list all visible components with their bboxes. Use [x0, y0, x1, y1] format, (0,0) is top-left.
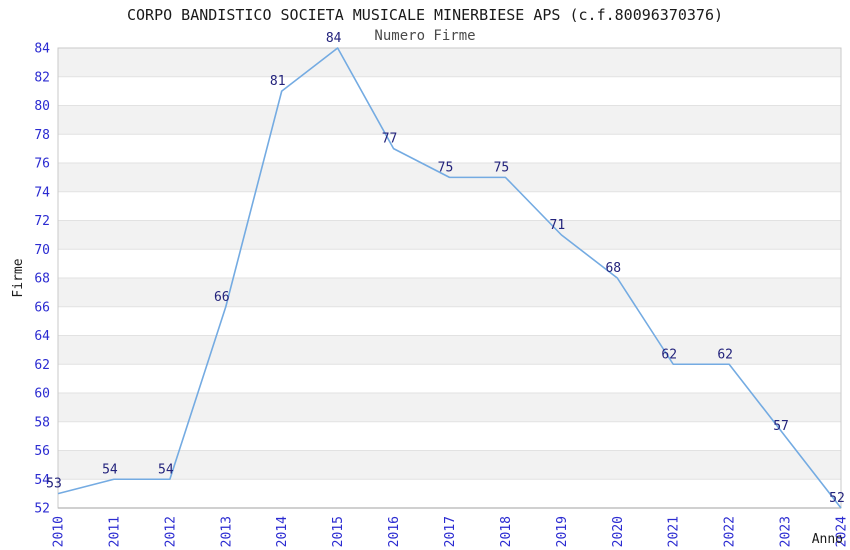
data-point-label: 54: [158, 462, 174, 477]
data-point-label: 62: [661, 347, 677, 362]
y-tick-label: 60: [34, 387, 50, 402]
x-tick-label: 2021: [667, 516, 682, 547]
data-point-label: 77: [382, 132, 398, 147]
y-tick-label: 80: [34, 99, 50, 114]
y-tick-label: 84: [34, 42, 50, 57]
x-tick-label: 2019: [555, 516, 570, 547]
y-tick-label: 56: [34, 444, 50, 459]
y-tick-label: 64: [34, 329, 50, 344]
y-tick-label: 82: [34, 70, 50, 85]
x-tick-label: 2015: [331, 516, 346, 547]
y-tick-label: 74: [34, 185, 50, 200]
grid-band: [58, 105, 841, 135]
grid-band: [58, 450, 841, 480]
data-point-label: 57: [773, 419, 789, 434]
grid-band: [58, 278, 841, 307]
data-point-label: 68: [605, 261, 621, 276]
x-tick-label: 2024: [835, 516, 850, 547]
chart-title: CORPO BANDISTICO SOCIETA MUSICALE MINERB…: [126, 6, 724, 24]
y-tick-label: 58: [34, 415, 50, 430]
data-point-label: 62: [717, 347, 733, 362]
x-tick-label: 2020: [611, 516, 626, 547]
y-tick-label: 76: [34, 157, 50, 172]
grid-band: [58, 48, 841, 77]
x-tick-label: 2016: [387, 516, 402, 547]
data-point-label: 66: [214, 290, 230, 305]
data-point-label: 52: [829, 491, 845, 506]
x-tick-label: 2017: [443, 516, 458, 547]
data-point-label: 54: [102, 462, 118, 477]
grid-band: [58, 393, 841, 422]
data-point-label: 75: [494, 160, 510, 175]
x-tick-label: 2022: [723, 516, 738, 547]
y-tick-label: 66: [34, 300, 50, 315]
y-axis-title: Firme: [11, 258, 26, 297]
data-point-label: 75: [438, 160, 454, 175]
y-tick-label: 68: [34, 272, 50, 287]
y-tick-label: 70: [34, 243, 50, 258]
y-tick-label: 62: [34, 358, 50, 373]
data-point-label: 81: [270, 74, 286, 89]
x-axis-title: Anno: [812, 532, 843, 547]
y-tick-label: 72: [34, 214, 50, 229]
x-tick-label: 2010: [52, 516, 67, 547]
data-point-label: 71: [550, 218, 566, 233]
y-tick-label: 78: [34, 128, 50, 143]
grid-band: [58, 335, 841, 365]
x-tick-label: 2011: [107, 516, 122, 547]
x-tick-label: 2013: [219, 516, 234, 547]
data-point-label: 84: [326, 31, 342, 46]
chart-subtitle: Numero Firme: [374, 28, 476, 44]
y-tick-label: 54: [34, 473, 50, 488]
series-line: [57, 47, 842, 509]
y-tick-label: 52: [34, 502, 50, 517]
grid-band: [58, 220, 841, 250]
x-tick-label: 2012: [163, 516, 178, 547]
x-tick-label: 2023: [779, 516, 794, 547]
data-point-label: 53: [46, 477, 62, 492]
x-tick-label: 2018: [499, 516, 514, 547]
x-tick-label: 2014: [275, 516, 290, 547]
